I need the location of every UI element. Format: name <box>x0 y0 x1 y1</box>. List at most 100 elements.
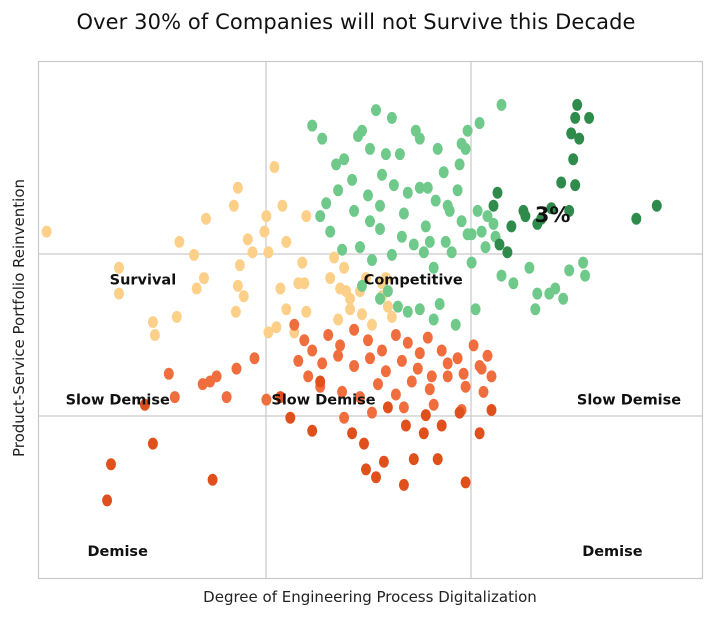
data-point <box>293 277 304 290</box>
data-point <box>373 378 383 391</box>
data-point <box>289 318 300 331</box>
data-point <box>418 427 429 440</box>
data-point <box>454 406 465 419</box>
data-point <box>380 272 391 285</box>
annotation-label: Competitive <box>364 273 463 289</box>
plot-frame <box>37 60 704 580</box>
data-point <box>271 321 282 334</box>
data-point <box>147 316 158 329</box>
data-point <box>261 210 272 223</box>
data-point <box>329 251 340 264</box>
data-point <box>301 210 312 223</box>
data-point <box>408 238 419 251</box>
data-point <box>392 300 403 313</box>
data-point <box>199 272 209 285</box>
data-point <box>390 388 401 401</box>
data-point <box>432 142 443 155</box>
data-point <box>380 148 391 161</box>
data-point <box>337 385 348 398</box>
data-point <box>234 259 245 272</box>
data-point <box>171 310 182 323</box>
data-point <box>275 282 286 295</box>
data-point <box>442 370 453 383</box>
data-point <box>242 233 253 246</box>
data-point <box>406 375 417 388</box>
data-point <box>432 453 443 466</box>
data-point <box>339 261 350 274</box>
data-point <box>474 117 485 129</box>
data-point <box>337 243 348 256</box>
data-point <box>546 202 557 215</box>
data-point <box>230 305 241 318</box>
data-point <box>315 375 326 388</box>
data-point <box>496 269 507 282</box>
data-point <box>532 217 543 230</box>
chart-title: Over 30% of Companies will not Survive t… <box>76 10 636 34</box>
data-point <box>299 334 310 347</box>
data-point <box>564 264 575 277</box>
data-point <box>361 463 371 476</box>
data-point <box>232 181 243 194</box>
data-point <box>353 130 363 142</box>
data-point <box>317 132 328 145</box>
data-point <box>333 313 344 326</box>
data-point <box>386 248 397 261</box>
data-point <box>349 204 360 217</box>
data-point <box>452 184 463 197</box>
data-point <box>398 401 409 414</box>
data-point <box>402 186 413 199</box>
data-point <box>496 98 507 111</box>
annotation-label: Slow Demise <box>577 393 681 409</box>
data-point <box>394 148 405 161</box>
data-point <box>478 385 489 398</box>
data-point <box>396 230 407 243</box>
data-point <box>345 303 356 316</box>
data-point <box>530 303 541 316</box>
data-point <box>333 349 344 362</box>
data-point <box>365 142 375 155</box>
data-point <box>228 199 239 212</box>
data-point <box>422 331 433 344</box>
data-point <box>488 217 499 230</box>
data-point <box>414 303 425 316</box>
data-point <box>532 287 543 300</box>
data-point <box>482 349 493 362</box>
data-point <box>422 181 433 194</box>
data-point <box>377 344 387 357</box>
data-point <box>574 132 585 145</box>
data-point <box>339 411 350 424</box>
data-point <box>297 256 308 269</box>
data-point <box>281 235 292 248</box>
data-point <box>492 186 503 199</box>
data-point <box>307 119 318 132</box>
data-point <box>544 287 555 300</box>
annotation-label: Demise <box>87 544 148 560</box>
data-point <box>375 199 385 212</box>
data-point <box>651 199 662 212</box>
data-point <box>474 427 485 440</box>
data-point <box>363 189 373 202</box>
data-point <box>470 303 481 316</box>
data-point <box>277 199 288 212</box>
data-point <box>247 246 258 259</box>
data-point <box>400 419 411 432</box>
data-point <box>428 261 439 274</box>
data-point <box>307 344 318 357</box>
data-point <box>506 220 517 233</box>
data-point <box>482 210 493 223</box>
data-point <box>333 184 344 197</box>
data-point <box>568 153 579 166</box>
data-point <box>189 248 199 261</box>
data-point <box>382 300 393 313</box>
data-point <box>293 354 304 367</box>
data-point <box>339 153 350 166</box>
data-point <box>456 137 467 150</box>
data-point <box>631 212 642 225</box>
data-point <box>377 168 387 181</box>
data-point <box>408 453 419 466</box>
data-point <box>380 365 391 378</box>
data-point <box>357 279 367 292</box>
data-point <box>486 404 497 416</box>
data-point <box>502 246 513 259</box>
data-point <box>578 256 589 269</box>
